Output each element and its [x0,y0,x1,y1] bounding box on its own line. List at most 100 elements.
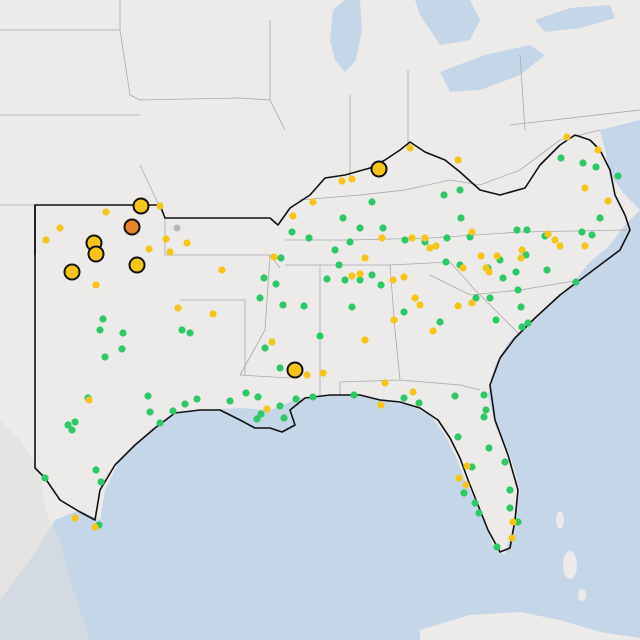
small-green-dot[interactable] [97,478,105,486]
small-yellow-dot[interactable] [477,252,485,260]
large-yellow-circle[interactable] [370,160,388,178]
small-yellow-dot[interactable] [409,388,417,396]
small-green-dot[interactable] [486,294,494,302]
small-green-dot[interactable] [181,400,189,408]
small-green-dot[interactable] [482,406,490,414]
small-green-dot[interactable] [119,329,127,337]
large-yellow-circle[interactable] [87,245,105,263]
small-yellow-dot[interactable] [411,294,419,302]
small-yellow-dot[interactable] [454,302,462,310]
small-yellow-dot[interactable] [91,523,99,531]
small-green-dot[interactable] [99,315,107,323]
small-yellow-dot[interactable] [544,230,552,238]
small-yellow-dot[interactable] [551,236,559,244]
small-yellow-dot[interactable] [377,401,385,409]
small-green-dot[interactable] [471,499,479,507]
small-yellow-dot[interactable] [459,264,467,272]
small-green-dot[interactable] [253,415,261,423]
small-green-dot[interactable] [118,345,126,353]
small-yellow-dot[interactable] [361,254,369,262]
small-green-dot[interactable] [316,332,324,340]
small-yellow-dot[interactable] [378,234,386,242]
small-green-dot[interactable] [305,234,313,242]
small-green-dot[interactable] [400,394,408,402]
small-yellow-dot[interactable] [455,474,463,482]
small-green-dot[interactable] [323,275,331,283]
small-green-dot[interactable] [101,353,109,361]
small-yellow-dot[interactable] [594,146,602,154]
small-green-dot[interactable] [309,393,317,401]
small-green-dot[interactable] [514,286,522,294]
small-green-dot[interactable] [276,364,284,372]
small-yellow-dot[interactable] [563,133,571,141]
small-yellow-dot[interactable] [263,405,271,413]
small-green-dot[interactable] [501,458,509,466]
small-yellow-dot[interactable] [289,212,297,220]
small-green-dot[interactable] [92,466,100,474]
small-green-dot[interactable] [614,172,622,180]
small-green-dot[interactable] [335,261,343,269]
small-green-dot[interactable] [350,391,358,399]
small-green-dot[interactable] [523,226,531,234]
small-yellow-dot[interactable] [517,254,525,262]
small-yellow-dot[interactable] [406,144,414,152]
small-yellow-dot[interactable] [518,246,526,254]
small-green-dot[interactable] [579,159,587,167]
small-green-dot[interactable] [578,228,586,236]
small-yellow-dot[interactable] [454,156,462,164]
small-green-dot[interactable] [514,518,522,526]
small-green-dot[interactable] [472,294,480,302]
small-yellow-dot[interactable] [426,244,434,252]
small-green-dot[interactable] [348,303,356,311]
small-green-dot[interactable] [513,226,521,234]
small-green-dot[interactable] [415,399,423,407]
small-green-dot[interactable] [440,191,448,199]
small-yellow-dot[interactable] [218,266,226,274]
small-green-dot[interactable] [144,392,152,400]
small-green-dot[interactable] [492,316,500,324]
small-green-dot[interactable] [226,397,234,405]
small-yellow-dot[interactable] [485,268,493,276]
small-green-dot[interactable] [280,414,288,422]
small-yellow-dot[interactable] [400,273,408,281]
small-yellow-dot[interactable] [209,310,217,318]
small-yellow-dot[interactable] [408,234,416,242]
small-green-dot[interactable] [242,389,250,397]
small-green-dot[interactable] [400,308,408,316]
small-green-dot[interactable] [443,234,451,242]
small-green-dot[interactable] [41,474,49,482]
small-yellow-dot[interactable] [356,270,364,278]
small-yellow-dot[interactable] [85,396,93,404]
small-green-dot[interactable] [256,294,264,302]
small-green-dot[interactable] [292,395,300,403]
small-green-dot[interactable] [68,426,76,434]
small-green-dot[interactable] [279,301,287,309]
small-green-dot[interactable] [356,276,364,284]
small-yellow-dot[interactable] [421,234,429,242]
small-yellow-dot[interactable] [604,197,612,205]
small-green-dot[interactable] [588,231,596,239]
small-green-dot[interactable] [71,418,79,426]
small-yellow-dot[interactable] [389,276,397,284]
small-green-dot[interactable] [288,228,296,236]
small-green-dot[interactable] [592,163,600,171]
large-yellow-circle[interactable] [63,263,81,281]
small-green-dot[interactable] [254,393,262,401]
small-yellow-dot[interactable] [92,281,100,289]
small-yellow-dot[interactable] [319,369,327,377]
small-yellow-dot[interactable] [581,242,589,250]
small-yellow-dot[interactable] [183,239,191,247]
small-green-dot[interactable] [475,509,483,517]
small-green-dot[interactable] [156,419,164,427]
small-yellow-dot[interactable] [508,534,516,542]
small-yellow-dot[interactable] [556,242,564,250]
small-green-dot[interactable] [451,392,459,400]
small-yellow-dot[interactable] [156,202,164,210]
small-yellow-dot[interactable] [348,272,356,280]
small-green-dot[interactable] [454,433,462,441]
small-yellow-dot[interactable] [270,253,278,261]
small-green-dot[interactable] [460,489,468,497]
small-green-dot[interactable] [401,236,409,244]
small-green-dot[interactable] [96,326,104,334]
